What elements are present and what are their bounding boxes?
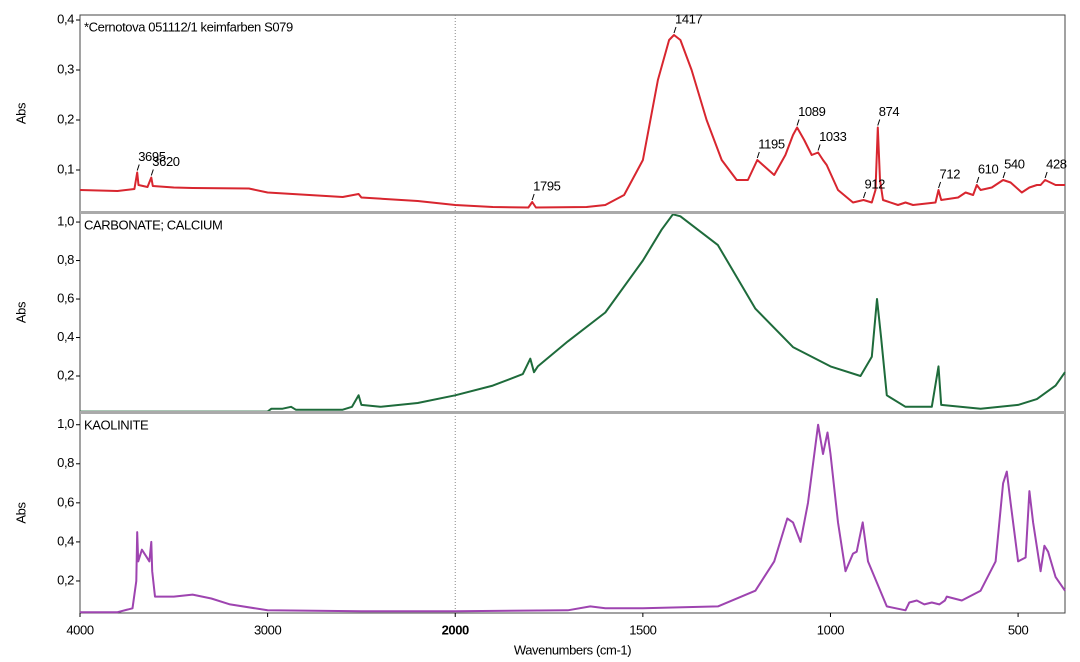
x-axis-label: Wavenumbers (cm-1) (514, 642, 631, 657)
x-tick-label: 500 (1008, 622, 1029, 637)
peak-leader (1044, 171, 1048, 179)
y-tick-label: 1,0 (57, 416, 74, 431)
peak-label: 428 (1046, 156, 1067, 171)
peak-leader (756, 151, 760, 159)
peak-leader (673, 26, 677, 34)
peak-label: 3620 (152, 154, 179, 169)
panel-frame (79, 412, 1066, 614)
peak-label: 874 (879, 104, 900, 119)
peak-label: 712 (940, 166, 961, 181)
y-axis-label: Abs (13, 502, 28, 524)
peak-leader (136, 164, 140, 171)
spectrum-line (80, 213, 1066, 413)
y-tick-label: 0,4 (57, 533, 74, 548)
peak-label: 912 (864, 176, 885, 191)
peak-label: 610 (978, 161, 999, 176)
y-tick-label: 0,3 (57, 61, 74, 76)
peak-leader (976, 176, 980, 184)
y-tick-label: 0,6 (57, 290, 74, 305)
peak-label: 540 (1004, 156, 1025, 171)
peak-leader (863, 191, 866, 199)
x-tick-label: 1000 (817, 622, 844, 637)
peak-leader (877, 119, 881, 126)
y-tick-label: 1,0 (57, 213, 74, 228)
y-tick-label: 0,4 (57, 11, 74, 26)
y-tick-label: 0,8 (57, 455, 74, 470)
y-tick-label: 0,6 (57, 494, 74, 509)
peak-label: 3695 (138, 149, 165, 164)
panel-title: KAOLINITE (84, 417, 149, 432)
panel-frame (79, 14, 1066, 213)
peak-leader (817, 144, 821, 151)
spectrum-line (79, 34, 1065, 209)
peak-label: 1033 (819, 129, 846, 144)
peak-leader (150, 169, 154, 176)
y-tick-label: 0,2 (57, 367, 74, 382)
x-tick-label: 4000 (66, 622, 93, 637)
y-tick-label: 0,4 (57, 329, 74, 344)
y-tick-label: 0,1 (57, 161, 74, 176)
peak-leader (1002, 171, 1006, 179)
y-axis-label: Abs (13, 301, 28, 323)
y-tick-label: 0,2 (57, 572, 74, 587)
panel-frame (79, 212, 1066, 413)
peak-leader (531, 193, 535, 201)
peak-leader (938, 181, 942, 189)
x-tick-label: 3000 (254, 622, 281, 637)
peak-label: 1417 (675, 11, 702, 26)
peak-label: 1089 (798, 104, 825, 119)
x-tick-label: 2000 (442, 622, 469, 637)
peak-label: 1195 (758, 136, 785, 151)
peak-label: 1795 (533, 178, 560, 193)
panel-title: CARBONATE; CALCIUM (84, 217, 222, 232)
y-tick-label: 0,2 (57, 111, 74, 126)
y-axis-label: Abs (13, 102, 28, 124)
panel-title: *Cernotova 051112/1 keimfarben S079 (84, 19, 293, 34)
spectrum-line (80, 423, 1066, 614)
x-tick-label: 1500 (629, 622, 656, 637)
y-tick-label: 0,8 (57, 252, 74, 267)
peak-leader (796, 119, 800, 126)
